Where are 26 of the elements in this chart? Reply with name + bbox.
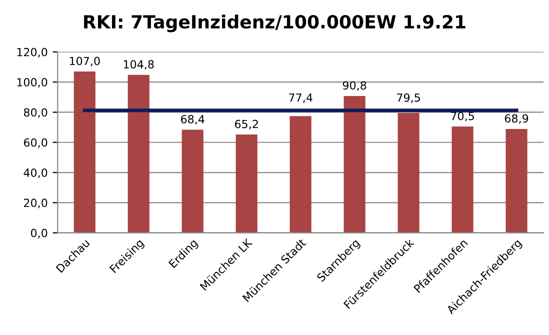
bar bbox=[182, 130, 204, 233]
data-label: 90,8 bbox=[342, 81, 366, 91]
data-label: 107,0 bbox=[70, 56, 100, 66]
bar bbox=[74, 72, 96, 233]
bar bbox=[452, 126, 474, 233]
y-tick-label: 20,0 bbox=[24, 198, 48, 208]
bar bbox=[398, 112, 420, 233]
bar bbox=[128, 74, 150, 233]
y-tick-label: 120,0 bbox=[17, 48, 48, 58]
data-label: 104,8 bbox=[124, 60, 154, 70]
data-label: 68,4 bbox=[181, 114, 204, 125]
bar bbox=[344, 96, 366, 233]
data-label: 79,5 bbox=[397, 93, 420, 103]
data-label: 77,4 bbox=[289, 94, 312, 103]
bar bbox=[290, 116, 312, 233]
data-label: 68,9 bbox=[504, 114, 528, 124]
y-tick-label: 80,0 bbox=[24, 108, 48, 118]
y-tick-label: 40,0 bbox=[24, 168, 48, 178]
bar bbox=[506, 128, 528, 233]
data-label: 70,5 bbox=[451, 112, 474, 122]
y-tick-label: 100,0 bbox=[17, 78, 48, 88]
y-tick-label: 60,0 bbox=[24, 138, 48, 148]
chart-title: RKI: 7TageInzidenz/100.000EW 1.9.21 bbox=[84, 14, 466, 32]
data-label: 65,2 bbox=[235, 120, 258, 130]
y-tick-label: 0,0 bbox=[30, 228, 48, 238]
bar bbox=[236, 134, 258, 233]
